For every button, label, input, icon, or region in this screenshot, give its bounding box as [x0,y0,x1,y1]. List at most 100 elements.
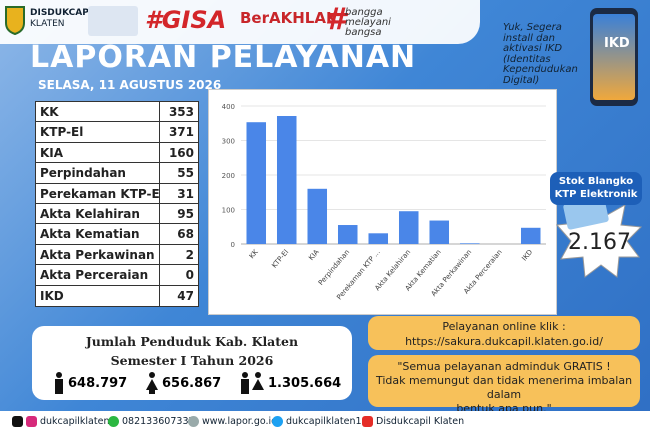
bar [398,211,419,244]
header: DISDUKCAPIL KLATEN #GISA BerAKHLAK # ban… [0,0,480,44]
online-url[interactable]: https://sakura.dukcapil.klaten.go.id/ [405,335,603,348]
phone: IKD [590,8,638,106]
female-icon [146,372,158,394]
table-row: Perpindahan 55 [36,163,198,184]
x-tick-label: KK [248,248,260,260]
table-row: KK 353 [36,102,198,123]
table-row: Akta Kematian 68 [36,224,198,245]
footer-text[interactable]: 082133607337 [122,416,195,427]
row-label: Akta Kelahiran [36,203,160,224]
quote-box: "Semua pelayanan adminduk GRATIS ! Tidak… [368,355,640,415]
table-row: IKD 47 [36,285,198,306]
footer-text[interactable]: dukcapilklaten [40,416,110,427]
y-tick-label: 0 [231,241,235,249]
row-label: KK [36,102,160,122]
promo-line: Yuk, Segera [503,22,562,33]
quote-line: Tidak memungut dan tidak menerima imbala… [375,374,633,401]
org-sub: KLATEN [30,19,65,29]
bar [337,225,358,244]
stock-label-line: Stok Blangko [558,176,634,187]
table-row: KIA 160 [36,142,198,164]
footer: dukcapilklaten 082133607337 www.lapor.go… [0,411,650,433]
footer-text[interactable]: dukcapilklaten1 [286,416,362,427]
table-row: Akta Perceraian 0 [36,265,198,286]
gisa: #GISA [145,6,227,34]
population-box: Jumlah Penduduk Kab. Klaten Semester I T… [32,326,352,400]
table-row: Akta Perkawinan 2 [36,244,198,266]
y-tick-label: 100 [222,207,235,215]
org-name: DISDUKCAPIL [30,8,98,18]
row-value: 160 [168,145,194,160]
date: SELASA, 11 AGUSTUS 2026 [38,78,222,92]
footer-text[interactable]: Disdukcapil Klaten [376,416,465,427]
phone-label: IKD [604,36,630,51]
bar [520,227,541,244]
row-label: KTP-El [36,122,160,142]
bangga-line: bangga [345,7,383,18]
hash: # [325,2,346,37]
promo-line: (Identitas [503,53,551,65]
berakhlak: BerAKHLAK [240,9,338,27]
row-label: Akta Kematian [36,224,160,244]
female-count: 656.867 [162,376,222,391]
bar [429,220,450,244]
promo-line: Kependudukan [503,64,578,75]
table-row: Perekaman KTP-El 31 [36,183,198,204]
bangga: bangga melayani bangsa [345,8,391,38]
bar [276,116,297,244]
table-row: Akta Kelahiran 95 [36,203,198,225]
male-count: 648.797 [68,376,128,391]
row-value: 371 [168,125,194,140]
promo-line: aktivasi IKD [503,43,563,54]
bar [368,233,389,244]
logo [5,6,25,35]
online-label: Pelayanan online klik : [442,320,566,333]
row-label: Akta Perceraian [36,265,160,285]
x-tick-label: KTP-El [270,248,290,269]
x-tick-label: Perpindahan [317,248,351,287]
row-label: Perpindahan [36,163,160,183]
bar [246,122,267,244]
stock-label: Stok Blangko KTP Elektronik [550,172,642,205]
row-value: 0 [185,268,194,283]
row-value: 95 [177,206,194,221]
bangga-line: melayani [345,17,391,28]
total-icon [241,372,264,394]
y-tick-label: 200 [222,172,235,180]
footer-text[interactable]: www.lapor.go.id [202,416,278,427]
y-tick-label: 400 [222,103,235,111]
table-row: KTP-El 371 [36,122,198,143]
population-period: Semester I Tahun 2026 [110,353,274,368]
population-title: Jumlah Penduduk Kab. Klaten [85,334,299,349]
row-value: 31 [177,186,194,201]
y-tick-label: 300 [222,138,235,146]
online-box: Pelayanan online klik : https://sakura.d… [368,316,640,350]
ikd-icon [88,6,138,36]
chart-box: 0 100 200 300 400 KK KTP-El KIA Perpindahan Perek… [208,89,557,315]
x-tick-label: IKD [520,248,534,262]
bar [307,188,328,244]
footer-item: Disdukcapil Klaten [362,416,464,427]
footer-item: 082133607337 [108,416,195,427]
phone-screen [593,14,635,100]
footer-item: www.lapor.go.id [188,416,277,427]
promo-line: Digital) [503,74,540,86]
promo-line: install dan [503,32,555,44]
male-icon [55,372,63,394]
row-value: 353 [168,105,194,119]
total-count: 1.305.664 [268,376,342,391]
row-label: IKD [36,285,160,306]
footer-item: dukcapilklaten [12,416,109,427]
quote-line: "Semua pelayanan adminduk GRATIS ! [397,360,611,373]
table: KK 353 KTP-El 371 KIA 160 Perpindahan 55 Perekam… [35,101,199,307]
row-value: 2 [185,247,194,262]
row-label: Perekaman KTP-El [36,183,160,203]
promo-text: Yuk, Segera install dan aktivasi IKD (Ident… [503,22,583,86]
footer-item: dukcapilklaten1 [272,416,362,427]
x-tick-label: KIA [307,248,321,262]
stock-label-line: KTP Elektronik [554,189,638,200]
stock-value: 2.167 [568,230,631,255]
bangga-line: bangsa [345,27,382,38]
